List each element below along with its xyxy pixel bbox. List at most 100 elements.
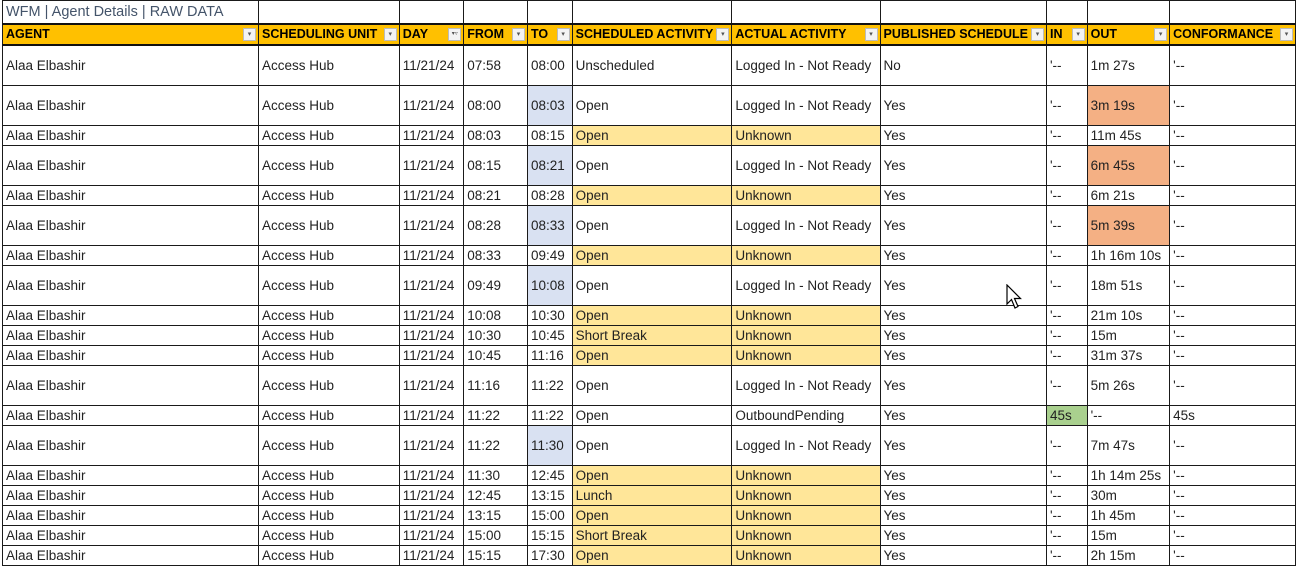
cell-from[interactable]: 11:22 bbox=[463, 405, 528, 426]
filter-dropdown-icon[interactable]: ▾ bbox=[1071, 28, 1085, 41]
cell-published[interactable]: Yes bbox=[879, 405, 1047, 426]
cell-scheduled[interactable]: Open bbox=[571, 185, 733, 206]
cell-to[interactable]: 10:30 bbox=[526, 305, 573, 326]
cell-agent[interactable]: Alaa Elbashir bbox=[2, 525, 259, 546]
cell-to[interactable]: 08:21 bbox=[526, 145, 573, 186]
cell-day[interactable]: 11/21/24 bbox=[398, 265, 465, 306]
cell-scheduled[interactable]: Short Break bbox=[571, 325, 733, 346]
column-header-in[interactable]: IN ▾ bbox=[1045, 23, 1088, 46]
cell-actual[interactable]: Logged In - Not Ready bbox=[731, 44, 881, 86]
cell-agent[interactable]: Alaa Elbashir bbox=[2, 125, 259, 146]
cell-conformance[interactable]: '-- bbox=[1169, 44, 1296, 86]
cell-unit[interactable]: Access Hub bbox=[258, 325, 400, 346]
cell-day[interactable]: 11/21/24 bbox=[398, 205, 465, 246]
cell-out[interactable]: 5m 26s bbox=[1086, 365, 1171, 406]
cell-agent[interactable]: Alaa Elbashir bbox=[2, 205, 259, 246]
cell-day[interactable]: 11/21/24 bbox=[398, 245, 465, 266]
cell-from[interactable]: 10:30 bbox=[463, 325, 528, 346]
empty-cell[interactable] bbox=[879, 0, 1047, 25]
empty-cell[interactable] bbox=[258, 0, 400, 25]
cell-actual[interactable]: Unknown bbox=[731, 505, 881, 526]
filter-dropdown-icon[interactable]: ▾ bbox=[1030, 28, 1044, 41]
cell-day[interactable]: 11/21/24 bbox=[398, 305, 465, 326]
cell-day[interactable]: 11/21/24 bbox=[398, 465, 465, 486]
cell-day[interactable]: 11/21/24 bbox=[398, 145, 465, 186]
cell-unit[interactable]: Access Hub bbox=[258, 545, 400, 566]
cell-unit[interactable]: Access Hub bbox=[258, 345, 400, 366]
cell-agent[interactable]: Alaa Elbashir bbox=[2, 345, 259, 366]
cell-scheduled[interactable]: Open bbox=[571, 205, 733, 246]
cell-day[interactable]: 11/21/24 bbox=[398, 505, 465, 526]
column-header-scheduled[interactable]: SCHEDULED ACTIVITY ▾ bbox=[571, 23, 733, 46]
cell-scheduled[interactable]: Open bbox=[571, 365, 733, 406]
column-header-conformance[interactable]: CONFORMANCE ▾ bbox=[1169, 23, 1296, 46]
column-header-out[interactable]: OUT ▾ bbox=[1086, 23, 1171, 46]
cell-actual[interactable]: Logged In - Not Ready bbox=[731, 365, 881, 406]
cell-unit[interactable]: Access Hub bbox=[258, 205, 400, 246]
cell-out[interactable]: 1h 16m 10s bbox=[1086, 245, 1171, 266]
cell-in[interactable]: '-- bbox=[1045, 345, 1088, 366]
cell-day[interactable]: 11/21/24 bbox=[398, 325, 465, 346]
cell-to[interactable]: 08:28 bbox=[526, 185, 573, 206]
cell-to[interactable]: 11:30 bbox=[526, 425, 573, 466]
cell-agent[interactable]: Alaa Elbashir bbox=[2, 325, 259, 346]
cell-published[interactable]: Yes bbox=[879, 205, 1047, 246]
cell-agent[interactable]: Alaa Elbashir bbox=[2, 145, 259, 186]
cell-unit[interactable]: Access Hub bbox=[258, 405, 400, 426]
cell-agent[interactable]: Alaa Elbashir bbox=[2, 425, 259, 466]
cell-to[interactable]: 09:49 bbox=[526, 245, 573, 266]
cell-in[interactable]: '-- bbox=[1045, 325, 1088, 346]
cell-out[interactable]: 1m 27s bbox=[1086, 44, 1171, 86]
cell-scheduled[interactable]: Open bbox=[571, 425, 733, 466]
cell-agent[interactable]: Alaa Elbashir bbox=[2, 505, 259, 526]
cell-in[interactable]: '-- bbox=[1045, 145, 1088, 186]
cell-from[interactable]: 10:45 bbox=[463, 345, 528, 366]
cell-published[interactable]: Yes bbox=[879, 145, 1047, 186]
column-header-actual[interactable]: ACTUAL ACTIVITY ▾ bbox=[731, 23, 881, 46]
cell-from[interactable]: 10:08 bbox=[463, 305, 528, 326]
column-header-day[interactable]: DAY ▾▿ bbox=[398, 23, 465, 46]
cell-conformance[interactable]: '-- bbox=[1169, 145, 1296, 186]
cell-scheduled[interactable]: Open bbox=[571, 305, 733, 326]
empty-cell[interactable] bbox=[398, 0, 465, 25]
cell-to[interactable]: 10:45 bbox=[526, 325, 573, 346]
cell-scheduled[interactable]: Short Break bbox=[571, 525, 733, 546]
empty-cell[interactable] bbox=[571, 0, 733, 25]
cell-published[interactable]: Yes bbox=[879, 125, 1047, 146]
cell-in[interactable]: '-- bbox=[1045, 85, 1088, 126]
cell-actual[interactable]: Unknown bbox=[731, 125, 881, 146]
cell-to[interactable]: 08:33 bbox=[526, 205, 573, 246]
cell-out[interactable]: 2h 15m bbox=[1086, 545, 1171, 566]
cell-actual[interactable]: Logged In - Not Ready bbox=[731, 145, 881, 186]
cell-published[interactable]: Yes bbox=[879, 245, 1047, 266]
cell-agent[interactable]: Alaa Elbashir bbox=[2, 365, 259, 406]
cell-scheduled[interactable]: Open bbox=[571, 125, 733, 146]
filter-dropdown-icon[interactable]: ▾ bbox=[383, 28, 397, 41]
cell-actual[interactable]: Unknown bbox=[731, 325, 881, 346]
filter-dropdown-icon[interactable]: ▾ bbox=[1280, 28, 1293, 41]
cell-day[interactable]: 11/21/24 bbox=[398, 365, 465, 406]
cell-to[interactable]: 08:00 bbox=[526, 44, 573, 86]
cell-actual[interactable]: Logged In - Not Ready bbox=[731, 85, 881, 126]
cell-unit[interactable]: Access Hub bbox=[258, 505, 400, 526]
cell-agent[interactable]: Alaa Elbashir bbox=[2, 405, 259, 426]
cell-unit[interactable]: Access Hub bbox=[258, 185, 400, 206]
cell-out[interactable]: 30m bbox=[1086, 485, 1171, 506]
cell-conformance[interactable]: 45s bbox=[1169, 405, 1296, 426]
cell-out[interactable]: '-- bbox=[1086, 405, 1171, 426]
cell-agent[interactable]: Alaa Elbashir bbox=[2, 245, 259, 266]
cell-actual[interactable]: Logged In - Not Ready bbox=[731, 265, 881, 306]
cell-in[interactable]: '-- bbox=[1045, 465, 1088, 486]
cell-actual[interactable]: Unknown bbox=[731, 305, 881, 326]
cell-actual[interactable]: Unknown bbox=[731, 545, 881, 566]
cell-scheduled[interactable]: Lunch bbox=[571, 485, 733, 506]
cell-conformance[interactable]: '-- bbox=[1169, 205, 1296, 246]
cell-in[interactable]: '-- bbox=[1045, 245, 1088, 266]
cell-out[interactable]: 11m 45s bbox=[1086, 125, 1171, 146]
cell-to[interactable]: 10:08 bbox=[526, 265, 573, 306]
cell-actual[interactable]: Logged In - Not Ready bbox=[731, 425, 881, 466]
cell-from[interactable]: 09:49 bbox=[463, 265, 528, 306]
cell-actual[interactable]: Unknown bbox=[731, 525, 881, 546]
cell-conformance[interactable]: '-- bbox=[1169, 325, 1296, 346]
cell-scheduled[interactable]: Open bbox=[571, 545, 733, 566]
